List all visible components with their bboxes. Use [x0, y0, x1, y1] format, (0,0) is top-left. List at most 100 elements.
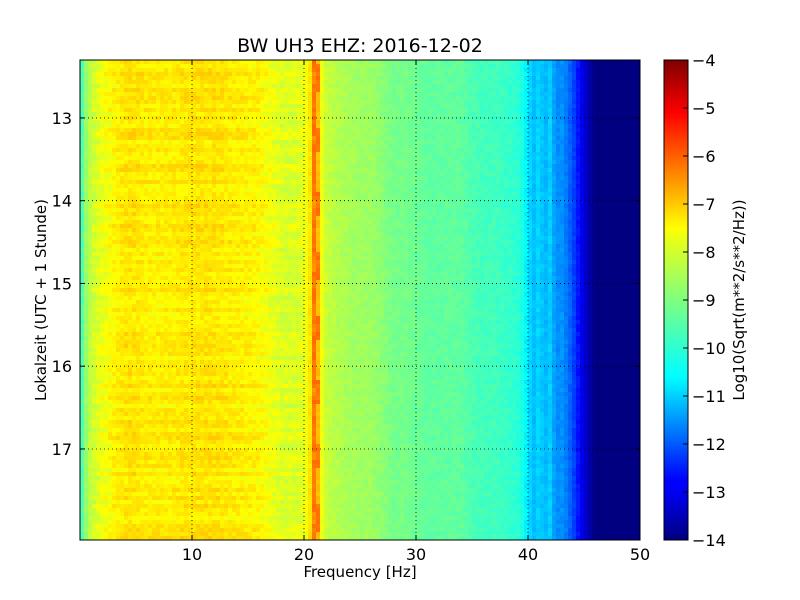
heatmap-cell	[160, 140, 165, 145]
heatmap-cell	[368, 76, 373, 81]
heatmap-cell	[276, 160, 281, 165]
heatmap-cell	[196, 192, 201, 197]
heatmap-cell	[116, 172, 121, 177]
heatmap-cell	[484, 128, 489, 133]
heatmap-cell	[84, 188, 89, 193]
heatmap-cell	[572, 104, 577, 109]
heatmap-cell	[536, 184, 541, 189]
heatmap-cell	[464, 168, 469, 173]
heatmap-cell	[112, 152, 117, 157]
heatmap-cell	[632, 104, 637, 109]
heatmap-cell	[516, 76, 521, 81]
heatmap-cell	[384, 64, 389, 69]
heatmap-cell	[204, 104, 209, 109]
heatmap-cell	[324, 96, 329, 101]
heatmap-cell	[316, 112, 321, 117]
heatmap-cell	[108, 116, 113, 121]
heatmap-cell	[252, 176, 257, 181]
heatmap-cell	[200, 172, 205, 177]
heatmap-cell	[368, 188, 373, 193]
heatmap-cell	[140, 84, 145, 89]
heatmap-cell	[544, 120, 549, 125]
heatmap-cell	[176, 188, 181, 193]
heatmap-cell	[536, 124, 541, 129]
heatmap-cell	[264, 172, 269, 177]
heatmap-cell	[500, 192, 505, 197]
heatmap-cell	[564, 72, 569, 77]
heatmap-cell	[200, 152, 205, 157]
heatmap-cell	[324, 152, 329, 157]
heatmap-cell	[612, 60, 617, 65]
heatmap-cell	[316, 200, 321, 205]
heatmap-cell	[244, 172, 249, 177]
heatmap-cell	[152, 184, 157, 189]
heatmap-cell	[508, 64, 513, 69]
heatmap-cell	[472, 168, 477, 173]
heatmap-cell	[280, 72, 285, 77]
heatmap-cell	[364, 188, 369, 193]
heatmap-cell	[164, 140, 169, 145]
heatmap-cell	[492, 120, 497, 125]
heatmap-cell	[632, 120, 637, 125]
heatmap-cell	[304, 184, 309, 189]
heatmap-cell	[216, 168, 221, 173]
heatmap-cell	[340, 76, 345, 81]
heatmap-cell	[556, 196, 561, 201]
heatmap-cell	[388, 160, 393, 165]
heatmap-cell	[452, 64, 457, 69]
heatmap-cell	[200, 140, 205, 145]
heatmap-cell	[496, 92, 501, 97]
heatmap-cell	[172, 64, 177, 69]
heatmap-cell	[392, 84, 397, 89]
heatmap-cell	[204, 64, 209, 69]
heatmap-cell	[140, 100, 145, 105]
heatmap-cell	[572, 140, 577, 145]
heatmap-cell	[416, 132, 421, 137]
heatmap-cell	[144, 180, 149, 185]
heatmap-cell	[580, 72, 585, 77]
heatmap-cell	[428, 180, 433, 185]
heatmap-cell	[428, 124, 433, 129]
heatmap-cell	[560, 120, 565, 125]
heatmap-cell	[160, 164, 165, 169]
heatmap-cell	[420, 160, 425, 165]
heatmap-cell	[520, 112, 525, 117]
heatmap-cell	[356, 124, 361, 129]
heatmap-cell	[572, 88, 577, 93]
heatmap-cell	[252, 164, 257, 169]
heatmap-cell	[116, 124, 121, 129]
heatmap-cell	[464, 140, 469, 145]
heatmap-cell	[172, 200, 177, 205]
heatmap-cell	[284, 164, 289, 169]
heatmap-cell	[528, 184, 533, 189]
heatmap-cell	[604, 168, 609, 173]
heatmap-cell	[296, 64, 301, 69]
heatmap-cell	[616, 160, 621, 165]
heatmap-cell	[164, 172, 169, 177]
heatmap-cell	[316, 80, 321, 85]
heatmap-cell	[312, 100, 317, 105]
heatmap-cell	[128, 148, 133, 153]
heatmap-cell	[336, 140, 341, 145]
heatmap-cell	[544, 84, 549, 89]
heatmap-cell	[112, 112, 117, 117]
heatmap-cell	[572, 76, 577, 81]
heatmap-cell	[288, 200, 293, 205]
heatmap-cell	[588, 108, 593, 113]
heatmap-cell	[620, 116, 625, 121]
heatmap-cell	[632, 88, 637, 93]
heatmap-cell	[248, 200, 253, 205]
heatmap-cell	[464, 108, 469, 113]
heatmap-cell	[536, 140, 541, 145]
heatmap-cell	[592, 164, 597, 169]
heatmap-cell	[288, 180, 293, 185]
heatmap-cell	[604, 108, 609, 113]
heatmap-cell	[416, 160, 421, 165]
heatmap-cell	[448, 60, 453, 65]
heatmap-cell	[568, 100, 573, 105]
heatmap-cell	[252, 200, 257, 205]
heatmap-cell	[592, 84, 597, 89]
heatmap-cell	[332, 152, 337, 157]
heatmap-cell	[532, 84, 537, 89]
heatmap-cell	[456, 184, 461, 189]
